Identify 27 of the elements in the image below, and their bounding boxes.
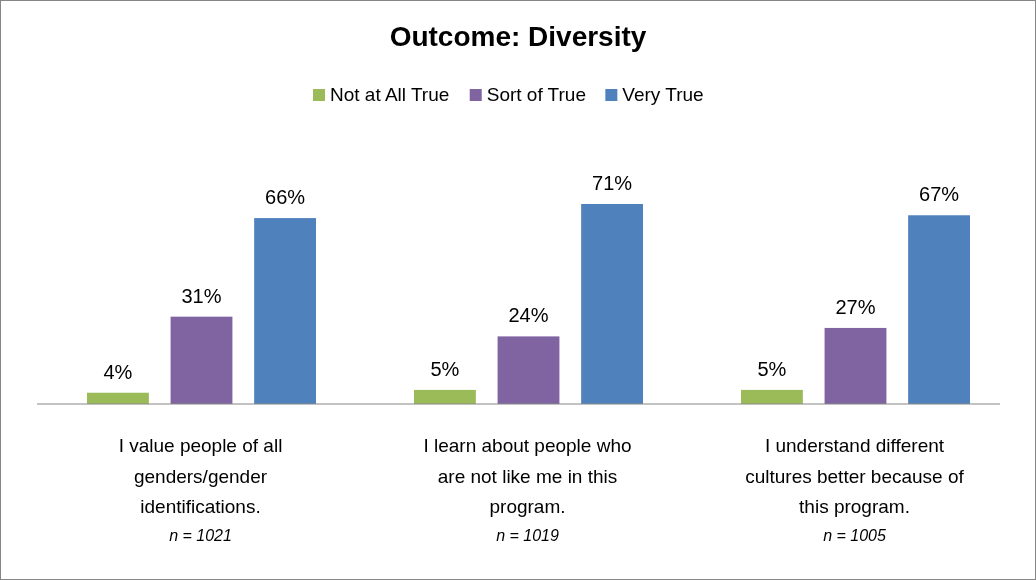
- bar: [497, 336, 560, 404]
- data-label: 66%: [265, 186, 306, 209]
- x-tick-label: I learn about people who are not like me in this program.: [423, 435, 632, 517]
- text: n = 1021: [169, 527, 232, 544]
- data-label: 24%: [508, 304, 549, 327]
- bar: [741, 389, 803, 404]
- legend-label: Very True: [622, 84, 704, 105]
- data-label: 31%: [181, 284, 222, 307]
- bar: [170, 316, 233, 404]
- data-label: 5%: [757, 357, 787, 380]
- x-tick-label: I value people of all genders/gender identifications.: [118, 435, 283, 517]
- legend-label: Not at All True: [330, 84, 450, 105]
- chart-title: Outcome: Diversity: [389, 21, 647, 52]
- data-label: 67%: [919, 183, 960, 206]
- text: n = 1019: [496, 527, 559, 544]
- data-label: 5%: [430, 357, 460, 380]
- bar: [908, 215, 970, 404]
- bar: [254, 218, 316, 404]
- bar: [824, 327, 887, 404]
- legend-label: Sort of True: [486, 84, 587, 105]
- data-label: 71%: [592, 172, 633, 194]
- text: n = 1005: [823, 527, 886, 544]
- x-tick-label: I understand different cultures better because of this program.: [745, 435, 965, 517]
- bar: [581, 204, 643, 404]
- data-label: 27%: [835, 295, 876, 318]
- data-label: 4%: [103, 360, 133, 383]
- bar: [414, 389, 476, 404]
